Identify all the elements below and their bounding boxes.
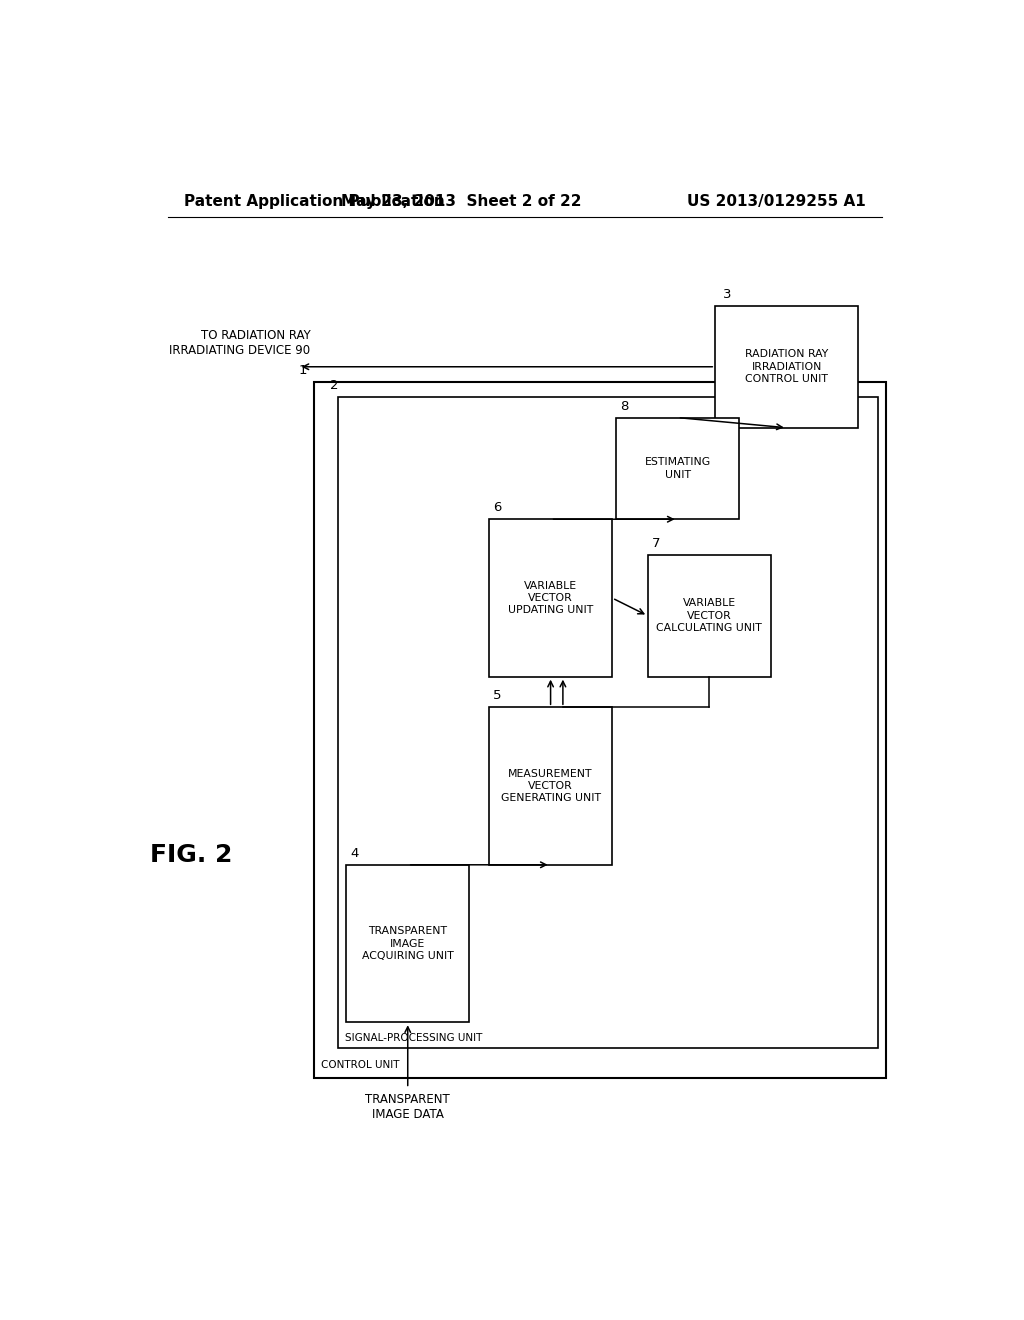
Text: 5: 5 <box>494 689 502 702</box>
Text: 7: 7 <box>652 537 660 549</box>
Bar <box>489 708 612 865</box>
Text: 4: 4 <box>350 846 358 859</box>
Text: Patent Application Publication: Patent Application Publication <box>183 194 444 209</box>
Text: CONTROL UNIT: CONTROL UNIT <box>321 1060 399 1071</box>
Text: TRANSPARENT
IMAGE DATA: TRANSPARENT IMAGE DATA <box>366 1093 451 1122</box>
Text: RADIATION RAY
IRRADIATION
CONTROL UNIT: RADIATION RAY IRRADIATION CONTROL UNIT <box>745 350 828 384</box>
Bar <box>616 417 739 519</box>
Bar <box>648 554 771 677</box>
Text: VARIABLE
VECTOR
CALCULATING UNIT: VARIABLE VECTOR CALCULATING UNIT <box>656 598 762 634</box>
Text: 8: 8 <box>620 400 629 412</box>
Text: May 23, 2013  Sheet 2 of 22: May 23, 2013 Sheet 2 of 22 <box>341 194 582 209</box>
Bar <box>346 865 469 1022</box>
Text: FIG. 2: FIG. 2 <box>151 842 232 867</box>
Text: MEASUREMENT
VECTOR
GENERATING UNIT: MEASUREMENT VECTOR GENERATING UNIT <box>501 768 601 804</box>
Text: 1: 1 <box>299 364 307 378</box>
Text: US 2013/0129255 A1: US 2013/0129255 A1 <box>687 194 866 209</box>
Text: 6: 6 <box>494 502 502 515</box>
Bar <box>314 381 886 1078</box>
Text: VARIABLE
VECTOR
UPDATING UNIT: VARIABLE VECTOR UPDATING UNIT <box>508 581 593 615</box>
Bar <box>715 306 858 428</box>
Text: 2: 2 <box>331 379 339 392</box>
Bar <box>338 397 878 1048</box>
Text: 3: 3 <box>723 288 732 301</box>
Text: TRANSPARENT
IMAGE
ACQUIRING UNIT: TRANSPARENT IMAGE ACQUIRING UNIT <box>361 927 454 961</box>
Text: TO RADIATION RAY
IRRADIATING DEVICE 90: TO RADIATION RAY IRRADIATING DEVICE 90 <box>169 329 310 356</box>
Text: ESTIMATING
UNIT: ESTIMATING UNIT <box>644 457 711 479</box>
Bar <box>489 519 612 677</box>
Text: SIGNAL-PROCESSING UNIT: SIGNAL-PROCESSING UNIT <box>345 1032 482 1043</box>
